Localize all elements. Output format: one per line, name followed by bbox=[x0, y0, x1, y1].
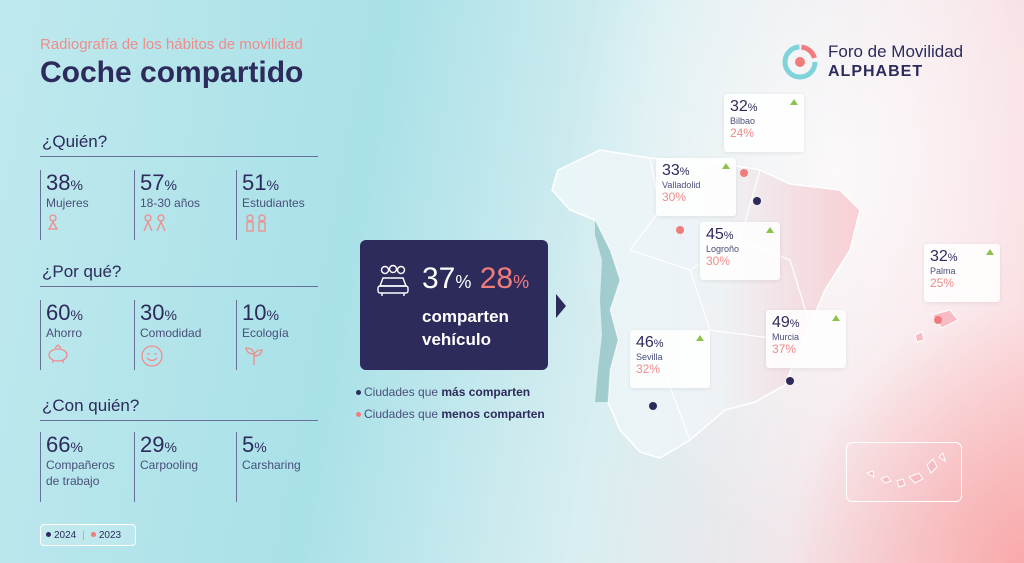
city-name: Sevilla bbox=[636, 352, 663, 362]
stat-unit: % bbox=[164, 307, 177, 323]
stat-value: 66 bbox=[46, 432, 71, 457]
legend-more-share: Ciudades que más comparten bbox=[356, 385, 530, 399]
hero-text: comparten vehículo bbox=[422, 307, 509, 349]
stat-value: 5 bbox=[242, 432, 255, 457]
city-card-palma: 32% Palma 25% bbox=[924, 244, 1000, 302]
map-pin bbox=[786, 377, 794, 385]
stat-value: 30 bbox=[140, 300, 165, 325]
city-name: Murcia bbox=[772, 332, 800, 342]
up-arrow-icon bbox=[766, 227, 774, 233]
stat-label: Mujeres bbox=[46, 196, 89, 210]
city-card-murcia: 49% Murcia 37% bbox=[766, 310, 846, 368]
regions bbox=[629, 157, 811, 441]
stat-unit: % bbox=[254, 439, 267, 455]
portugal-shape bbox=[595, 220, 620, 402]
stat-ahorro: 60% Ahorro bbox=[40, 300, 128, 370]
spain-map bbox=[551, 149, 959, 459]
stat-value: 38 bbox=[46, 170, 71, 195]
stat-estudiantes: 51% Estudiantes bbox=[236, 170, 324, 240]
logo-icon bbox=[782, 44, 818, 80]
stat-carsharing: 5% Carsharing bbox=[236, 432, 324, 502]
stat-label: Comodidad bbox=[140, 326, 202, 340]
stat-value: 29 bbox=[140, 432, 165, 457]
stat-label: Ecología bbox=[242, 326, 289, 340]
section-title-por-que: ¿Por qué? bbox=[42, 262, 122, 281]
canary-islands-inset bbox=[846, 442, 962, 502]
city-card-bilbao: 32% Bilbao 24% bbox=[724, 94, 804, 152]
stat-unit: % bbox=[266, 177, 279, 193]
hero-value-2024: 37 bbox=[422, 262, 456, 295]
hero-values: 37% 28% bbox=[422, 262, 530, 295]
section-title-con-quien: ¿Con quién? bbox=[42, 396, 140, 415]
up-arrow-icon bbox=[722, 163, 730, 169]
arrow-icon bbox=[556, 294, 566, 318]
divider bbox=[40, 156, 318, 157]
map-pin bbox=[740, 169, 748, 177]
hero-card: 37% 28% comparten vehículo bbox=[360, 240, 548, 370]
stat-label: Carpooling bbox=[140, 458, 199, 472]
balearic-islands bbox=[914, 309, 959, 343]
divider bbox=[40, 286, 318, 287]
stat-unit: % bbox=[164, 177, 177, 193]
students-icon bbox=[246, 213, 266, 232]
up-arrow-icon bbox=[986, 249, 994, 255]
map-pin bbox=[753, 197, 761, 205]
stat-label: Estudiantes bbox=[242, 196, 305, 210]
woman-icon bbox=[47, 213, 59, 230]
stat-label: Compañeros de trabajo bbox=[46, 458, 115, 488]
logo-line1: Foro de Movilidad bbox=[828, 42, 964, 61]
stat-ecologia: 10% Ecología bbox=[236, 300, 324, 370]
city-name: Palma bbox=[930, 266, 956, 276]
stat-value: 60 bbox=[46, 300, 71, 325]
stat-value: 10 bbox=[242, 300, 267, 325]
city-name: Bilbao bbox=[730, 116, 756, 126]
piggy-bank-icon bbox=[48, 343, 68, 363]
stat-value: 51 bbox=[242, 170, 267, 195]
up-arrow-icon bbox=[790, 99, 798, 105]
logo-line2: ALPHABET bbox=[828, 63, 924, 80]
stat-carpooling: 29% Carpooling bbox=[134, 432, 222, 502]
carpool-icon bbox=[377, 264, 409, 296]
stat-unit: % bbox=[70, 307, 83, 323]
stat-label: 18-30 años bbox=[140, 196, 201, 210]
up-arrow-icon bbox=[832, 315, 840, 321]
city-name: Valladolid bbox=[662, 180, 701, 190]
legend-2023: 2023 bbox=[90, 530, 121, 541]
canary-islands-map bbox=[865, 452, 946, 488]
stat-label: Carsharing bbox=[242, 458, 301, 472]
stat-18-30: 57% 18-30 años bbox=[134, 170, 222, 240]
stat-unit: % bbox=[266, 307, 279, 323]
stat-value: 57 bbox=[140, 170, 165, 195]
kicker: Radiografía de los hábitos de movilidad bbox=[40, 36, 303, 53]
stat-mujeres: 38% Mujeres bbox=[40, 170, 128, 240]
map-pin bbox=[649, 402, 657, 410]
hero-value-2023: 28 bbox=[479, 262, 514, 295]
stat-unit: % bbox=[70, 177, 83, 193]
sprout-icon bbox=[245, 346, 263, 365]
section-title-quien: ¿Quién? bbox=[42, 132, 108, 151]
divider bbox=[40, 420, 318, 421]
people-icon bbox=[143, 213, 166, 231]
page-title: Coche compartido bbox=[40, 56, 304, 89]
peninsula-shape bbox=[551, 149, 861, 459]
city-card-sevilla: 46% Sevilla 32% bbox=[630, 330, 710, 388]
year-legend: 2024 | 2023 bbox=[40, 524, 136, 546]
city-card-logrono: 45% Logroño 30% bbox=[700, 222, 780, 280]
logo: Foro de Movilidad ALPHABET bbox=[780, 40, 1020, 84]
stat-unit: % bbox=[164, 439, 177, 455]
map-pin bbox=[934, 316, 942, 324]
city-name: Logroño bbox=[706, 244, 740, 254]
stat-label: Ahorro bbox=[46, 326, 83, 340]
smiley-icon bbox=[141, 344, 163, 367]
stat-companeros: 66% Compañeros de trabajo bbox=[40, 432, 130, 502]
legend-less-share: Ciudades que menos comparten bbox=[356, 407, 545, 421]
up-arrow-icon bbox=[696, 335, 704, 341]
stat-comodidad: 30% Comodidad bbox=[134, 300, 222, 370]
map-pin bbox=[676, 226, 685, 242]
legend-2024: 2024 bbox=[46, 530, 76, 541]
city-card-valladolid: 33% Valladolid 30% bbox=[656, 158, 736, 216]
stat-unit: % bbox=[70, 439, 83, 455]
